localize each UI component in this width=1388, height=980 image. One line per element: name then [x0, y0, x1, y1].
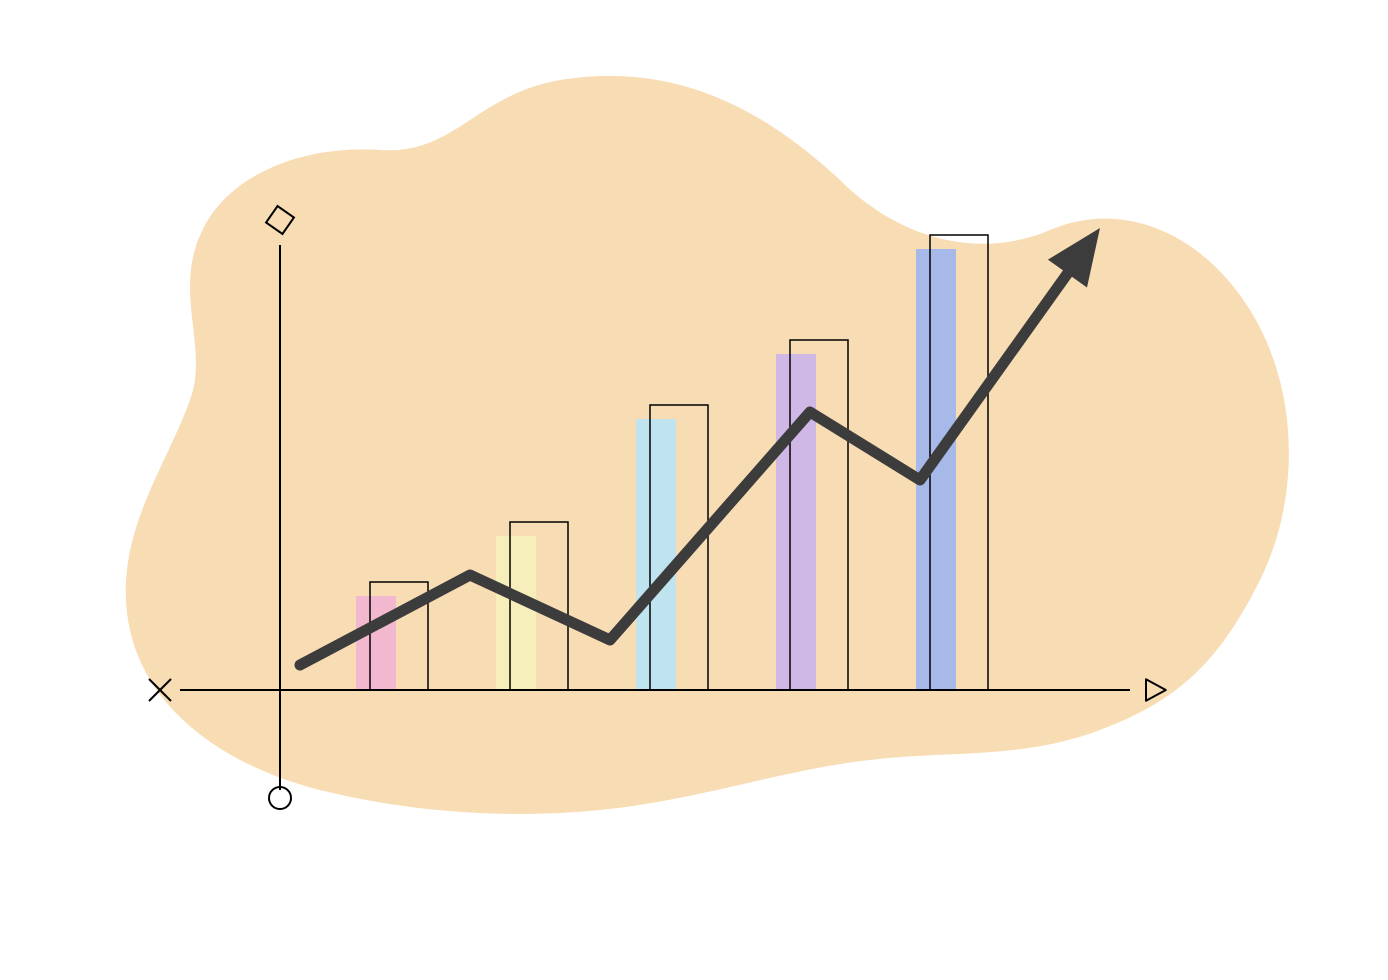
bar-fill-3: [776, 354, 816, 690]
growth-chart-infographic: [0, 0, 1388, 980]
circle-decoration-icon: [269, 787, 291, 809]
bar-fill-2: [636, 419, 676, 690]
bar-fill-0: [356, 596, 396, 690]
bar-fill-1: [496, 536, 536, 690]
